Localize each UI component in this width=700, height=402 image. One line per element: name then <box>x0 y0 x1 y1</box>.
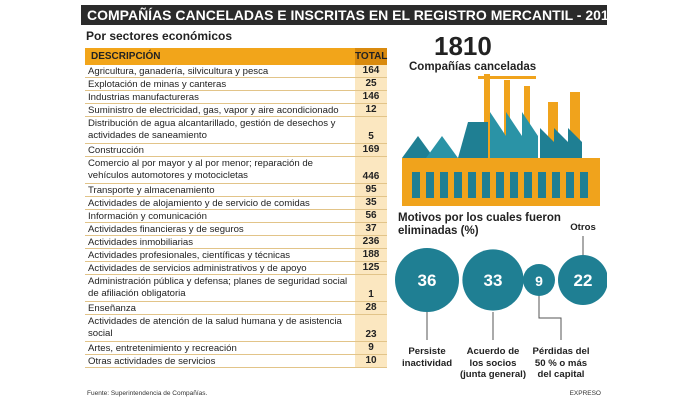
row-description: Construcción <box>88 145 144 156</box>
bubble-category-label: Persiste inactividad <box>387 346 467 369</box>
row-total: 236 <box>355 236 387 248</box>
bubble-category-label: Acuerdo de los socios (junta general) <box>453 346 533 381</box>
table-row: Transporte y almacenamiento 95 <box>85 184 387 197</box>
column-header-total: TOTAL <box>355 48 387 65</box>
bubble <box>395 248 459 312</box>
table-row: Información y comunicación 56 <box>85 210 387 223</box>
row-description: Transporte y almacenamiento <box>88 185 215 196</box>
table-row: Enseñanza 28 <box>85 302 387 315</box>
table-row: Comercio al por mayor y al por menor; re… <box>85 157 387 184</box>
row-description: Comercio al por mayor y al por menor; re… <box>88 158 314 182</box>
chart-title: Motivos por los cuales fueron eliminadas… <box>398 212 561 237</box>
table-row: Actividades de alojamiento y de servicio… <box>85 197 387 210</box>
bubble <box>462 249 524 311</box>
sector-table: DESCRIPCIÓN TOTAL Agricultura, ganadería… <box>85 48 387 368</box>
row-total: 5 <box>355 117 387 143</box>
row-total: 28 <box>355 302 387 314</box>
publisher-brand: EXPRESO <box>569 390 601 397</box>
row-description: Agricultura, ganadería, silvicultura y p… <box>88 66 269 77</box>
table-row: Administración pública y defensa; planes… <box>85 275 387 302</box>
bubble-value-label: 33 <box>484 271 503 290</box>
row-total: 12 <box>355 104 387 116</box>
table-row: Actividades financieras y de seguros 37 <box>85 223 387 236</box>
row-total: 188 <box>355 249 387 261</box>
row-total: 23 <box>355 315 387 341</box>
row-total: 10 <box>355 355 387 367</box>
row-description: Actividades de atención de la salud huma… <box>88 316 342 340</box>
row-total: 56 <box>355 210 387 222</box>
table-row: Otras actividades de servicios 10 <box>85 355 387 368</box>
bubble-connector <box>538 292 562 340</box>
row-total: 35 <box>355 197 387 209</box>
bubble-category-label: Pérdidas del 50 % o más del capital <box>521 346 601 381</box>
bubble-category-label-line: del capital <box>537 369 585 380</box>
row-description: Distribución de agua alcantarillado, ges… <box>88 118 336 142</box>
table-header: DESCRIPCIÓN TOTAL <box>85 48 387 65</box>
table-row: Artes, entretenimiento y recreación 9 <box>85 342 387 355</box>
table-body: Agricultura, ganadería, silvicultura y p… <box>85 65 387 368</box>
bubble-value-label: 22 <box>574 271 593 290</box>
table-row: Distribución de agua alcantarillado, ges… <box>85 117 387 144</box>
bubble-category-label-line: los socios <box>469 357 517 369</box>
bubble-category-label-line: Pérdidas del <box>532 346 590 357</box>
factory-illustration <box>402 74 600 206</box>
row-total: 37 <box>355 223 387 235</box>
row-total: 446 <box>355 157 387 183</box>
bubble-category-label-line: 50 % o más <box>534 357 588 369</box>
row-description: Actividades de alojamiento y de servicio… <box>88 198 310 209</box>
bubble-category-label: Otros <box>543 222 623 234</box>
infographic-subtitle: Por sectores económicos <box>86 29 233 43</box>
row-description: Enseñanza <box>88 303 137 314</box>
source-note: Fuente: Superintendencia de Compañías. <box>87 390 208 397</box>
total-cancelled-label: Compañías canceladas <box>409 61 537 73</box>
row-total: 9 <box>355 342 387 354</box>
row-total: 25 <box>355 78 387 90</box>
row-total: 164 <box>355 65 387 77</box>
row-description: Información y comunicación <box>88 211 207 222</box>
row-description: Artes, entretenimiento y recreación <box>88 343 237 354</box>
infographic-title: COMPAÑÍAS CANCELADAS E INSCRITAS EN EL R… <box>81 5 616 25</box>
table-row: Actividades inmobiliarias 236 <box>85 236 387 249</box>
bubble-value-label: 36 <box>418 271 437 290</box>
row-description: Actividades profesionales, científicas y… <box>88 250 291 261</box>
bubble-category-label-line: inactividad <box>401 357 453 369</box>
row-total: 95 <box>355 184 387 196</box>
row-description: Actividades inmobiliarias <box>88 237 194 248</box>
row-description: Suministro de electricidad, gas, vapor y… <box>88 105 339 116</box>
table-row: Explotación de minas y canteras 25 <box>85 78 387 91</box>
row-total: 169 <box>355 144 387 156</box>
table-row: Construcción 169 <box>85 144 387 157</box>
column-header-description: DESCRIPCIÓN <box>91 51 161 62</box>
row-description: Administración pública y defensa; planes… <box>88 276 348 300</box>
bubble-category-label-line: (junta general) <box>459 369 527 380</box>
row-total: 125 <box>355 262 387 274</box>
row-total: 146 <box>355 91 387 103</box>
row-description: Otras actividades de servicios <box>88 356 216 367</box>
table-row: Actividades profesionales, científicas y… <box>85 249 387 262</box>
row-description: Actividades financieras y de seguros <box>88 224 244 235</box>
row-total: 1 <box>355 275 387 301</box>
table-row: Agricultura, ganadería, silvicultura y p… <box>85 65 387 78</box>
bubble <box>558 255 607 305</box>
bubble-category-label-line: Otros <box>570 222 596 233</box>
bubble-category-label-line: Persiste <box>408 346 446 357</box>
total-cancelled-number: 1810 <box>434 31 492 61</box>
row-description: Explotación de minas y canteras <box>88 79 227 90</box>
infographic: COMPAÑÍAS CANCELADAS E INSCRITAS EN EL R… <box>81 0 616 402</box>
bubble <box>523 264 555 296</box>
bubble-value-label: 9 <box>535 273 543 289</box>
table-row: Actividades de servicios administrativos… <box>85 262 387 275</box>
row-description: Actividades de servicios administrativos… <box>88 263 307 274</box>
table-row: Actividades de atención de la salud huma… <box>85 315 387 342</box>
bubble-category-label-line: Acuerdo de <box>466 346 520 357</box>
row-description: Industrias manufactureras <box>88 92 199 103</box>
reasons-bubble-chart: 36 33 9 22 <box>395 236 607 340</box>
table-row: Industrias manufactureras 146 <box>85 91 387 104</box>
table-row: Suministro de electricidad, gas, vapor y… <box>85 104 387 117</box>
